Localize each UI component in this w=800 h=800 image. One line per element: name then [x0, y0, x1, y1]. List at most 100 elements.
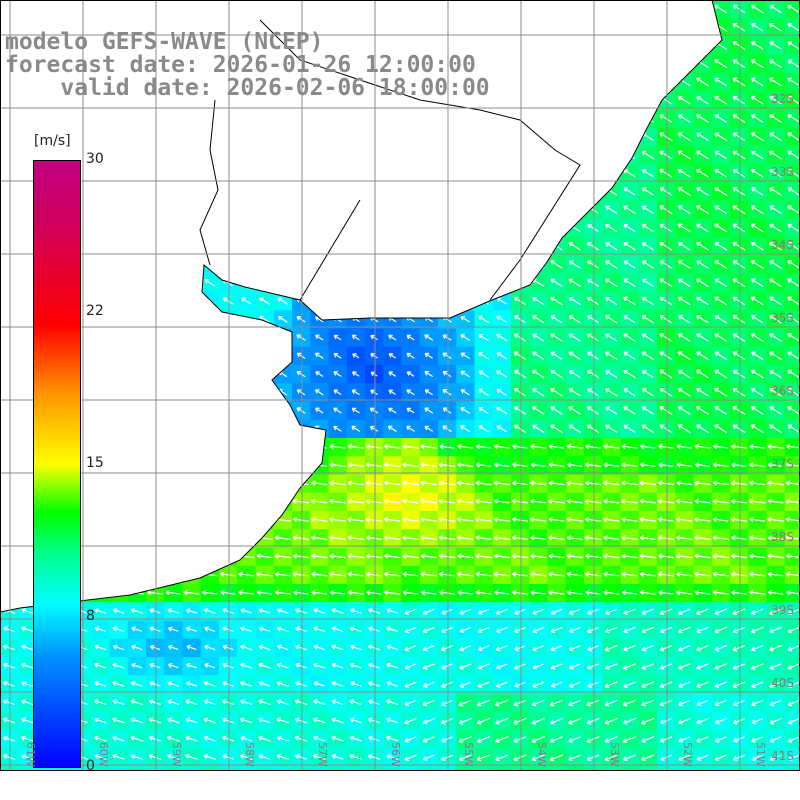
wind-arrow	[241, 334, 252, 342]
wind-arrow	[750, 260, 764, 270]
lon-label: 51W	[754, 742, 767, 767]
wind-cell	[638, 36, 658, 56]
wind-arrow	[295, 644, 307, 651]
wind-cell	[91, 182, 110, 202]
wind-arrow	[241, 297, 252, 305]
wind-arrow	[167, 151, 179, 159]
wind-arrow	[332, 242, 343, 251]
wind-cell	[675, 18, 694, 37]
wind-cell	[146, 273, 165, 293]
wind-arrow	[586, 736, 600, 743]
wind-arrow	[295, 5, 307, 13]
wind-cell	[492, 127, 512, 147]
wind-arrow	[769, 150, 783, 160]
wind-arrow	[442, 407, 452, 414]
wind-cell	[164, 310, 183, 329]
wind-arrow	[128, 498, 145, 504]
wind-arrow	[365, 516, 383, 523]
wind-cell	[492, 146, 512, 165]
wind-cell	[547, 127, 567, 147]
wind-cell	[784, 73, 800, 92]
wind-cell	[401, 219, 421, 238]
wind-arrow	[441, 5, 453, 13]
wind-arrow	[550, 151, 563, 160]
wind-arrow	[201, 480, 218, 486]
wind-arrow	[585, 443, 601, 450]
wind-arrow	[369, 279, 379, 287]
wind-arrow	[387, 261, 398, 269]
wind-arrow	[750, 626, 764, 634]
wind-cell	[602, 109, 621, 129]
wind-arrow	[350, 261, 361, 268]
wind-arrow	[131, 261, 142, 269]
wind-arrow	[423, 681, 435, 688]
wind-arrow	[203, 735, 216, 742]
wind-arrow	[475, 516, 492, 523]
wind-arrow	[496, 242, 508, 251]
wind-arrow	[496, 5, 508, 13]
wind-cell	[292, 127, 311, 147]
wind-arrow	[769, 681, 782, 689]
wind-arrow	[696, 132, 709, 142]
wind-arrow	[333, 425, 342, 432]
wind-cell	[127, 292, 147, 311]
wind-arrow	[459, 41, 471, 50]
wind-cell	[365, 127, 384, 147]
wind-cell	[365, 0, 384, 19]
wind-cell	[292, 766, 311, 770]
wind-cell	[255, 219, 275, 238]
wind-arrow	[3, 370, 15, 378]
wind-arrow	[296, 370, 306, 378]
wind-cell	[419, 109, 439, 129]
wind-cell	[292, 219, 311, 238]
wind-arrow	[276, 717, 289, 724]
wind-arrow	[293, 589, 309, 596]
wind-cell	[146, 511, 165, 530]
wind-arrow	[384, 498, 401, 504]
wind-arrow	[750, 663, 764, 670]
wind-arrow	[769, 369, 782, 379]
wind-arrow	[165, 516, 182, 523]
wind-arrow	[641, 736, 655, 743]
wind-arrow	[292, 535, 310, 541]
wind-arrow	[21, 169, 33, 177]
wind-arrow	[21, 297, 33, 305]
wind-arrow	[128, 443, 145, 450]
wind-arrow	[405, 169, 416, 177]
wind-arrow	[623, 644, 636, 652]
wind-arrow	[21, 735, 34, 742]
wind-arrow	[204, 388, 216, 396]
wind-arrow	[496, 352, 508, 360]
wind-arrow	[185, 626, 197, 632]
wind-cell	[292, 456, 311, 475]
wind-arrow	[623, 388, 636, 397]
wind-arrow	[404, 663, 417, 670]
wind-arrow	[22, 388, 33, 396]
wind-arrow	[623, 77, 636, 87]
wind-arrow	[1, 462, 17, 468]
wind-arrow	[550, 223, 563, 233]
wind-arrow	[532, 150, 545, 160]
wind-arrow	[295, 662, 307, 669]
wind-cell	[273, 346, 293, 366]
wind-arrow	[240, 608, 252, 614]
wind-arrow	[167, 279, 179, 287]
wind-arrow	[660, 754, 672, 761]
wind-arrow	[201, 516, 218, 523]
wind-arrow	[203, 607, 216, 614]
wind-arrow	[568, 406, 582, 415]
wind-arrow	[238, 589, 254, 596]
wind-arrow	[605, 5, 618, 14]
wind-cell	[255, 474, 275, 494]
wind-arrow	[347, 571, 364, 577]
wind-arrow	[277, 644, 289, 651]
wind-cell	[255, 419, 275, 439]
wind-arrow	[22, 151, 33, 159]
wind-cell	[109, 127, 129, 147]
wind-cell	[310, 200, 329, 220]
wind-arrow	[256, 443, 273, 450]
wind-cell	[456, 127, 475, 147]
wind-cell	[492, 91, 512, 110]
wind-arrow	[586, 424, 600, 434]
wind-arrow	[420, 498, 437, 504]
